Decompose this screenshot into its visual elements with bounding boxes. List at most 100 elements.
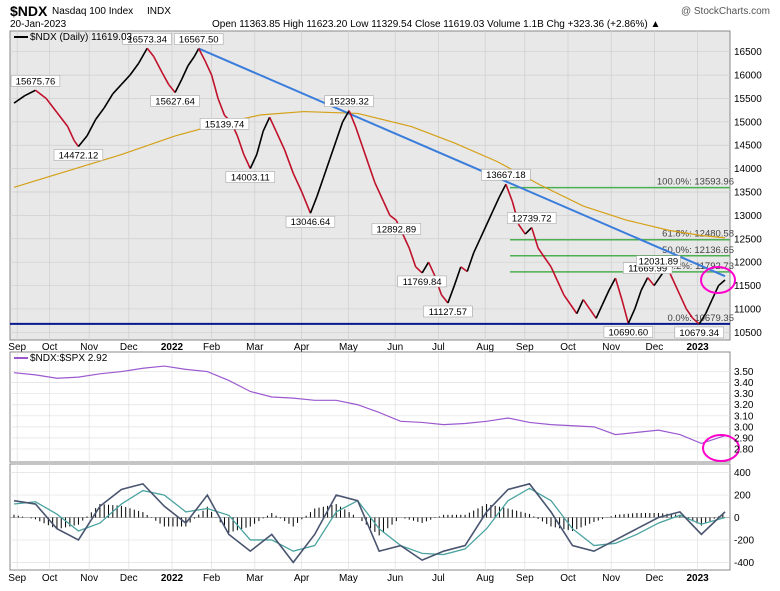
price-x-tick: Nov	[80, 342, 98, 353]
macd-line	[13, 482, 726, 564]
ratio-legend: $NDX:$SPX 2.92	[14, 353, 108, 364]
price-annotation-box	[285, 215, 336, 228]
price-annotation: 11769.84	[403, 277, 442, 288]
price-segment	[556, 280, 565, 296]
price-segment	[236, 135, 245, 155]
bottom-x-tick: Nov	[602, 573, 620, 584]
price-segment	[601, 289, 610, 305]
price-segment	[73, 140, 80, 148]
price-segment	[283, 149, 294, 174]
bottom-x-tick: Dec	[646, 573, 664, 584]
price-annotation-box	[397, 275, 447, 288]
ratio-tick-label: 3.20	[734, 400, 754, 411]
bottom-x-tick: 2023	[686, 573, 709, 584]
price-annotation: 13667.18	[486, 170, 526, 181]
price-segment	[66, 126, 75, 141]
price-segment	[309, 196, 318, 214]
price-segment	[316, 177, 325, 197]
price-annotation-box	[507, 212, 557, 224]
price-segment	[187, 55, 196, 67]
price-segment	[146, 47, 155, 57]
macd-tick-label: 400	[734, 468, 751, 479]
price-segment	[152, 56, 163, 74]
downtrend-line	[198, 47, 726, 278]
sma200-line	[13, 110, 726, 239]
ratio-tick-label: 2.80	[734, 444, 754, 455]
bottom-x-tick: 2022	[161, 573, 184, 584]
price-annotation-box	[174, 33, 224, 45]
price-x-tick: Apr	[294, 342, 310, 353]
price-segment	[621, 299, 630, 324]
price-segment	[86, 119, 97, 137]
price-annotation-box	[10, 75, 61, 87]
breakout-highlight	[700, 266, 736, 294]
price-line	[13, 47, 726, 325]
macd-tick-label: -200	[734, 535, 754, 546]
price-segment	[627, 308, 636, 324]
price-segment	[563, 294, 572, 305]
price-segment	[275, 130, 286, 151]
ratio-highlight	[702, 434, 740, 462]
price-x-tick: Nov	[602, 342, 620, 353]
price-segment	[13, 95, 26, 104]
price-segment	[217, 98, 226, 116]
bottom-x-tick: Mar	[246, 573, 264, 584]
price-segment	[679, 294, 688, 310]
price-annotation-box	[481, 168, 531, 181]
price-annotation: 14472.12	[59, 151, 99, 162]
price-segment	[34, 89, 47, 100]
fib-level-label: 38.2%: 11792.73	[663, 261, 734, 272]
watermark: @ StockCharts.com	[681, 6, 770, 17]
price-x-tick: Sep	[8, 342, 26, 353]
price-annotation: 15239.32	[329, 97, 369, 108]
price-annotation-box	[122, 33, 172, 45]
price-segment	[447, 285, 456, 304]
price-segment	[341, 110, 350, 123]
bottom-x-tick: Oct	[560, 573, 576, 584]
price-segment	[530, 227, 539, 249]
price-segment	[329, 140, 337, 160]
bottom-x-tick: Jul	[432, 573, 445, 584]
price-segment	[94, 107, 105, 120]
price-annotation: 12739.72	[512, 214, 552, 225]
price-segment	[453, 266, 462, 286]
bottom-x-tick: May	[339, 573, 358, 584]
price-segment	[485, 210, 494, 226]
price-segment	[518, 224, 526, 235]
bottom-x-tick: Sep	[516, 573, 534, 584]
price-annotation-box	[324, 95, 374, 107]
price-segment	[653, 275, 662, 287]
price-segment	[322, 159, 331, 179]
price-segment	[292, 172, 303, 193]
price-segment	[249, 154, 258, 169]
price-annotation-box	[636, 255, 681, 267]
exchange-label: INDX	[147, 6, 171, 17]
price-x-tick: Feb	[203, 342, 221, 353]
fib-level-label: 100.0%: 13593.96	[657, 177, 734, 188]
price-x-tick: Oct	[42, 342, 58, 353]
price-annotation-box	[371, 223, 422, 235]
price-segment	[348, 110, 357, 127]
price-segment	[692, 317, 700, 325]
price-annotation: 14003.11	[231, 172, 270, 183]
price-segment	[129, 62, 140, 76]
price-segment	[466, 252, 475, 272]
price-segment	[408, 247, 417, 268]
price-tick-label: 13500	[734, 188, 762, 199]
price-segment	[354, 126, 363, 146]
price-segment	[210, 74, 219, 99]
price-segment	[608, 277, 617, 291]
price-segment	[204, 60, 213, 76]
bottom-x-tick: Jun	[387, 573, 403, 584]
price-annotation: 11127.57	[429, 307, 467, 318]
price-annotation-box	[603, 326, 653, 338]
price-tick-label: 13000	[734, 211, 762, 222]
ratio-line	[13, 365, 726, 445]
price-annotation-box	[199, 118, 250, 130]
price-segment	[415, 266, 423, 274]
price-x-tick: Jun	[387, 342, 403, 353]
price-x-tick: Mar	[246, 342, 264, 353]
price-segment	[647, 277, 655, 287]
price-tick-label: 12500	[734, 234, 762, 245]
